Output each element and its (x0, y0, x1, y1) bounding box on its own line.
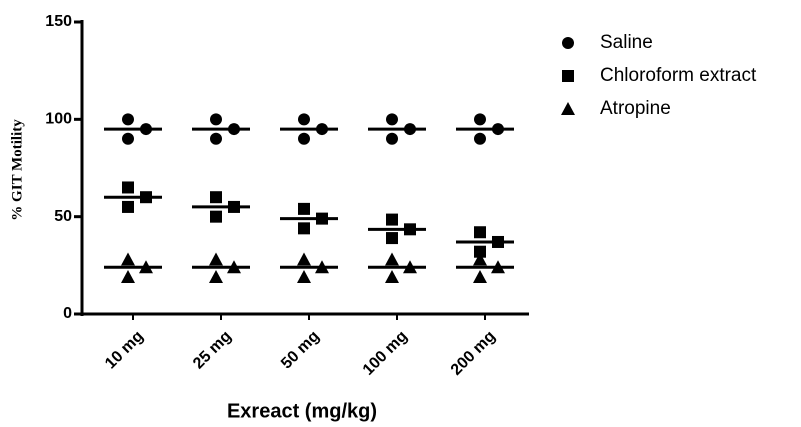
data-point (121, 252, 135, 266)
x-axis-label: Exreact (mg/kg) (227, 400, 377, 422)
data-point (474, 226, 486, 239)
data-point (385, 252, 399, 266)
x-tick-label: 10 mg (102, 328, 147, 373)
data-point (228, 200, 240, 213)
data-point (492, 123, 504, 136)
data-point (386, 213, 398, 226)
data-point (491, 260, 505, 274)
data-point (473, 252, 487, 266)
x-tick-label: 50 mg (278, 328, 323, 373)
legend-marker (562, 70, 574, 82)
data-point (385, 270, 399, 284)
data-point (404, 123, 416, 136)
data-point (386, 232, 398, 245)
x-tick-label: 100 mg (360, 328, 411, 379)
data-point (140, 123, 152, 136)
data-point (298, 132, 310, 145)
data-point (386, 132, 398, 145)
data-point (474, 245, 486, 258)
data-point (473, 270, 487, 284)
legend-marker (561, 102, 575, 115)
y-tick-label: 150 (45, 13, 72, 30)
x-tick-label: 25 mg (190, 328, 235, 373)
data-point (210, 113, 222, 126)
data-point (298, 113, 310, 126)
data-point (386, 113, 398, 126)
data-point (316, 123, 328, 136)
x-tick-label: 200 mg (448, 328, 499, 379)
data-point (297, 270, 311, 284)
y-tick-label: 50 (54, 208, 72, 225)
data-point (316, 212, 328, 225)
data-point (210, 191, 222, 204)
data-point (210, 210, 222, 223)
data-point (228, 123, 240, 136)
data-point (209, 270, 223, 284)
data-point (139, 260, 153, 274)
data-point (297, 252, 311, 266)
data-point (492, 235, 504, 248)
data-point (122, 113, 134, 126)
data-point (140, 191, 152, 204)
data-point (227, 260, 241, 274)
data-point (122, 181, 134, 194)
y-tick-label: 100 (45, 111, 72, 128)
data-point (474, 132, 486, 145)
data-point (121, 270, 135, 284)
data-point (403, 260, 417, 274)
data-point (122, 132, 134, 145)
legend-label: Atropine (600, 98, 671, 119)
legend-label: Saline (600, 32, 653, 53)
data-point (122, 200, 134, 213)
y-tick-label: 0 (63, 305, 72, 322)
y-axis-label: % GIT Motility (9, 119, 25, 221)
data-point (315, 260, 329, 274)
data-point (210, 132, 222, 145)
legend-marker (562, 37, 574, 49)
data-point (209, 252, 223, 266)
data-point (298, 222, 310, 235)
data-point (404, 223, 416, 236)
legend-label: Chloroform extract (600, 65, 757, 86)
data-point (474, 113, 486, 126)
data-point (298, 202, 310, 215)
